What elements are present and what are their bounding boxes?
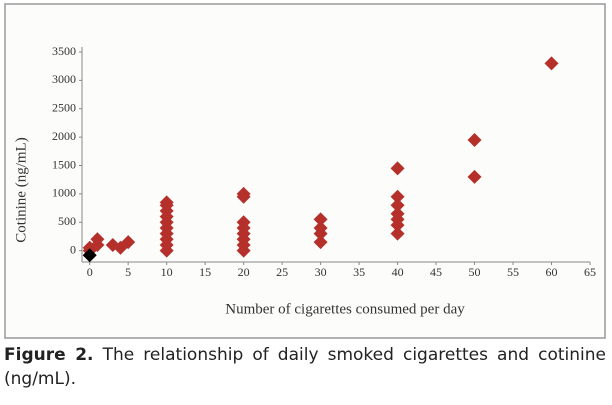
x-tick-label: 65 xyxy=(584,265,596,279)
x-tick-label: 55 xyxy=(507,265,519,279)
x-tick-label: 30 xyxy=(315,265,327,279)
point xyxy=(90,232,105,247)
point xyxy=(82,248,97,263)
x-tick-label: 15 xyxy=(199,265,211,279)
y-tick-label: 1500 xyxy=(52,157,76,171)
x-tick-label: 60 xyxy=(546,265,558,279)
x-tick-label: 45 xyxy=(430,265,442,279)
point xyxy=(313,235,328,250)
point xyxy=(390,189,405,204)
point xyxy=(121,235,136,250)
point xyxy=(313,212,328,227)
x-tick-label: 5 xyxy=(125,265,131,279)
point xyxy=(467,132,482,147)
y-tick-label: 500 xyxy=(58,214,76,228)
y-tick-label: 1000 xyxy=(52,186,76,200)
point xyxy=(236,186,251,201)
x-tick-label: 35 xyxy=(353,265,365,279)
caption-text: The relationship of daily smoked cigaret… xyxy=(4,345,606,389)
chart-frame xyxy=(4,3,606,339)
y-tick-label: 0 xyxy=(70,242,76,256)
x-axis-title: Number of cigarettes consumed per day xyxy=(225,301,465,317)
point xyxy=(544,56,559,71)
x-tick-label: 20 xyxy=(238,265,250,279)
x-tick-label: 10 xyxy=(161,265,173,279)
point xyxy=(390,161,405,176)
y-axis-title: Cotinine (ng/mL) xyxy=(13,137,29,242)
caption-label: Figure 2. xyxy=(4,345,94,365)
y-tick-label: 2000 xyxy=(52,129,76,143)
y-tick-label: 2500 xyxy=(52,101,76,115)
x-tick-label: 50 xyxy=(469,265,481,279)
point xyxy=(159,195,174,210)
x-tick-label: 25 xyxy=(276,265,288,279)
point xyxy=(390,198,405,213)
x-tick-label: 40 xyxy=(392,265,404,279)
point xyxy=(313,220,328,235)
y-tick-label: 3500 xyxy=(52,44,76,58)
point xyxy=(390,206,405,221)
y-tick-label: 3000 xyxy=(52,72,76,86)
point xyxy=(236,215,251,230)
point xyxy=(390,226,405,241)
caption: Figure 2. The relationship of daily smok… xyxy=(4,343,606,391)
x-tick-label: 0 xyxy=(87,265,93,279)
chart: Cotinine (ng/mL) Number of cigarettes co… xyxy=(4,3,606,339)
point xyxy=(467,169,482,184)
